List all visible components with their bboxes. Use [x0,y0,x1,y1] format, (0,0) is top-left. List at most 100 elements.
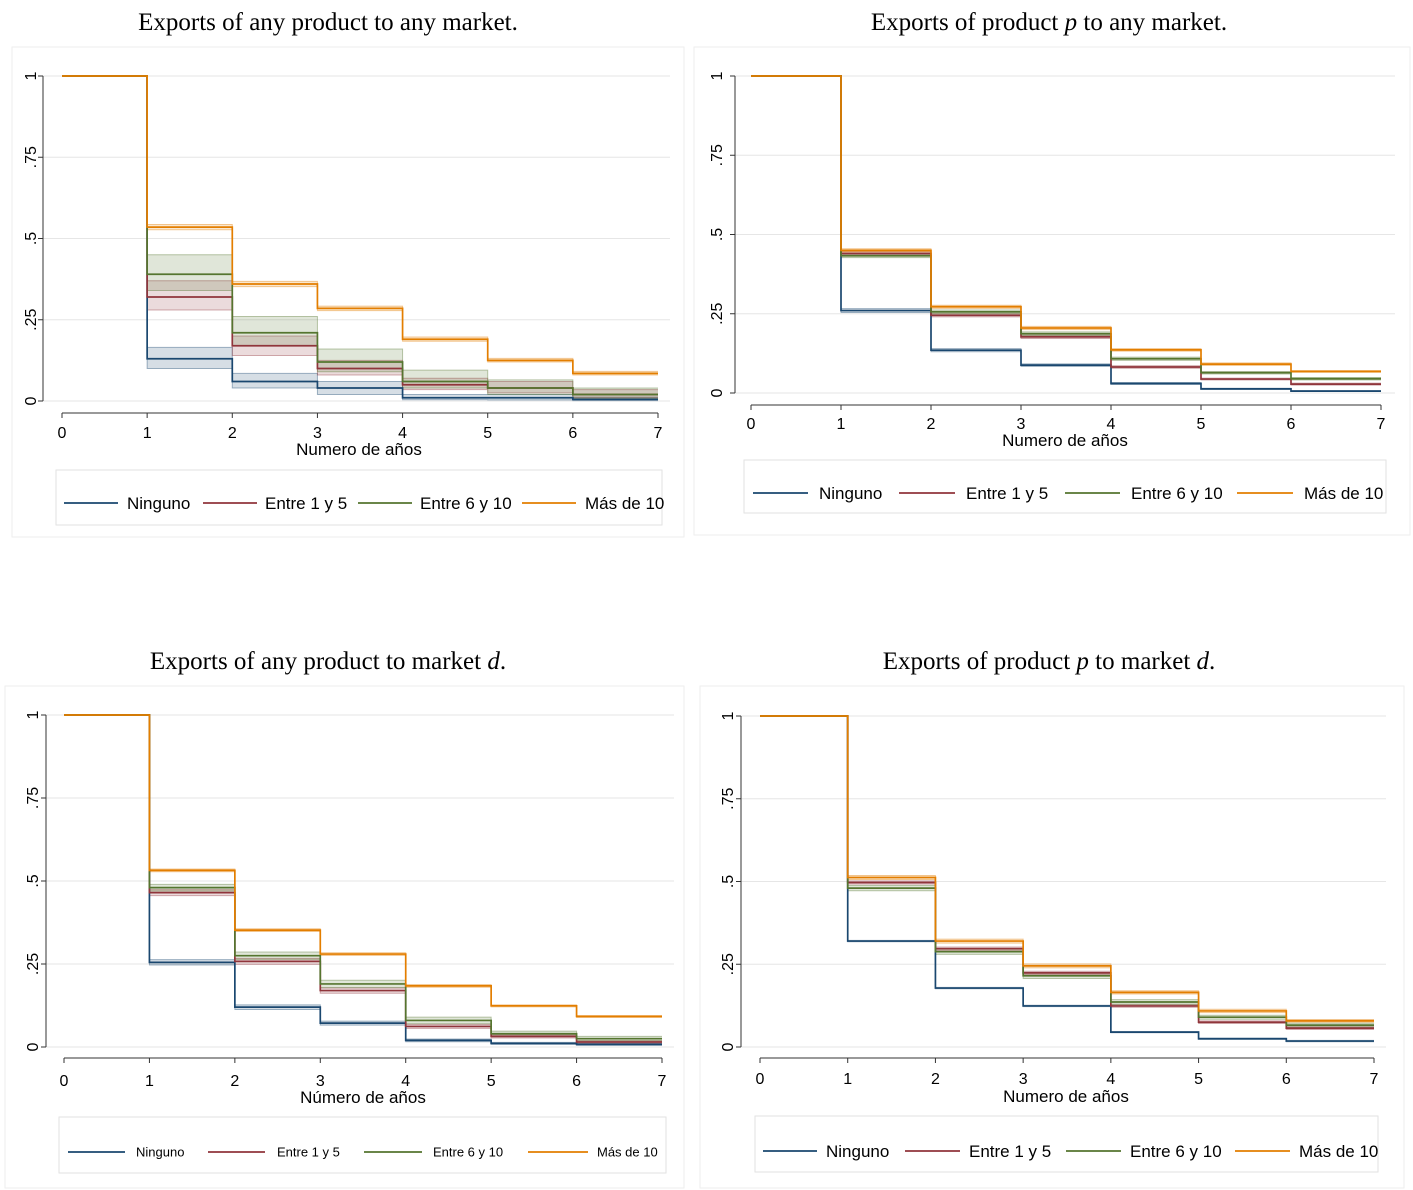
chart-title: Exports of product p to any market. [871,9,1227,36]
y-tick-label: 0 [23,396,40,405]
ci-upper-line-entre-1-y-5 [62,75,658,391]
x-tick-label: 5 [483,425,492,442]
graph-region-border [693,46,1411,536]
x-tick-label: 2 [228,425,237,442]
ci-lower-line-entre-6-y-10 [751,75,1381,381]
ci-lower-line-entre-6-y-10 [760,715,1374,1028]
x-tick-label: 0 [756,1071,765,1088]
series-line-mas-de-10 [751,75,1381,373]
legend-label-mas-de-10: Más de 10 [1299,1142,1378,1161]
x-tick-label: 1 [843,1071,852,1088]
x-tick-label: 0 [60,1073,69,1090]
x-tick-label: 4 [401,1073,410,1090]
ci-upper-line-entre-1-y-5 [751,75,1381,384]
legend-label-entre-6-y-10: Entre 6 y 10 [1131,484,1223,503]
ci-lower-line-mas-de-10 [64,714,662,1018]
x-tick-label: 5 [487,1073,496,1090]
chart-title-segment: d [487,648,500,675]
legend-label-ninguno: Ninguno [826,1142,889,1161]
legend-box [754,1115,1379,1173]
x-axis-title: Numero de años [1002,431,1128,450]
series-line-ninguno [64,714,662,1046]
series-line-ninguno [760,715,1374,1042]
ci-upper-line-entre-6-y-10 [62,75,658,389]
ci-upper-line-ninguno [751,75,1381,391]
ci-upper-line-ninguno [64,714,662,1044]
ci-upper-line-entre-1-y-5 [760,715,1374,1028]
ci-lower-line-ninguno [64,714,662,1046]
ci-lower-line-entre-6-y-10 [62,75,658,399]
x-axis-title: Número de años [300,1088,426,1107]
chart-title-segment: Exports of product [871,9,1065,36]
legend-label-ninguno: Ninguno [127,494,190,513]
series-line-ninguno [62,75,658,401]
series-line-entre-1-y-5 [751,75,1381,385]
y-tick-label: 1 [709,71,726,80]
chart-title-segment: . [1209,648,1215,675]
series-line-ninguno [751,75,1381,392]
y-tick-label: 1 [720,711,737,720]
ci-lower-line-mas-de-10 [62,75,658,376]
ci-upper-line-mas-de-10 [64,714,662,1016]
x-tick-label: 7 [658,1073,667,1090]
legend-label-ninguno: Ninguno [136,1145,184,1160]
x-tick-label: 0 [747,416,756,433]
legend: Ninguno Entre 1 y 5 Entre 6 y 10 Más de 10 [58,1116,667,1174]
series-line-entre-1-y-5 [64,714,662,1043]
ci-band-entre-6-y-10 [572,388,658,399]
y-tick-label: .5 [23,232,40,245]
legend-label-entre-6-y-10: Entre 6 y 10 [433,1145,503,1160]
ci-lower-line-entre-1-y-5 [751,75,1381,386]
chart-title-segment: Exports of any product to any market. [138,9,518,36]
series-line-mas-de-10 [64,714,662,1018]
chart-title: Exports of any product to any market. [138,9,518,36]
ci-band-entre-6-y-10 [147,254,233,291]
ci-upper-line-mas-de-10 [751,75,1381,371]
chart-title-segment: to any market. [1077,9,1227,36]
x-tick-label: 2 [230,1073,239,1090]
y-tick-label: .5 [709,228,726,241]
y-tick-label: .75 [709,144,726,166]
ci-lower-line-entre-1-y-5 [760,715,1374,1030]
y-tick-label: .25 [25,953,42,975]
chart-panel-2: Exports of product p to any market. 0 .25.… [693,9,1411,536]
ci-lower-line-entre-1-y-5 [64,714,662,1044]
y-tick-label: .75 [23,146,40,168]
x-tick-label: 1 [145,1073,154,1090]
x-tick-label: 3 [1019,1071,1028,1088]
x-tick-label: 4 [1106,1071,1115,1088]
legend-label-entre-1-y-5: Entre 1 y 5 [969,1142,1051,1161]
x-tick-label: 3 [1017,416,1026,433]
y-tick-label: 0 [720,1042,737,1051]
chart-panel-1: Exports of any product to any market. 0 .2… [11,9,685,538]
chart-title-segment: p [1074,648,1089,675]
y-tick-label: 0 [25,1042,42,1051]
legend-box [55,469,663,526]
ci-upper-line-entre-1-y-5 [64,714,662,1042]
chart-title-segment: to market [1089,648,1197,675]
ci-band-entre-1-y-5 [147,280,233,310]
ci-band-entre-6-y-10 [232,316,318,346]
chart-title-segment: d [1197,648,1210,675]
series-line-entre-1-y-5 [62,75,658,396]
legend-label-entre-1-y-5: Entre 1 y 5 [265,494,347,513]
x-tick-label: 6 [568,425,577,442]
ci-lower-line-entre-1-y-5 [62,75,658,399]
y-tick-label: .25 [720,953,737,975]
chart-title: Exports of product p to market d. [883,648,1216,675]
y-tick-label: .25 [23,309,40,331]
series-line-entre-1-y-5 [760,715,1374,1029]
x-tick-label: 5 [1197,416,1206,433]
x-tick-label: 6 [572,1073,581,1090]
y-tick-label: .5 [720,875,737,888]
legend: Ninguno Entre 1 y 5 Entre 6 y 10 Más de 10 [743,459,1387,514]
x-tick-label: 2 [927,416,936,433]
legend-label-entre-6-y-10: Entre 6 y 10 [420,494,512,513]
x-tick-label: 6 [1287,416,1296,433]
x-tick-label: 0 [58,425,67,442]
series-line-entre-6-y-10 [64,714,662,1040]
series-line-mas-de-10 [62,75,658,375]
ci-band-entre-6-y-10 [317,349,403,372]
x-tick-label: 4 [1107,416,1116,433]
